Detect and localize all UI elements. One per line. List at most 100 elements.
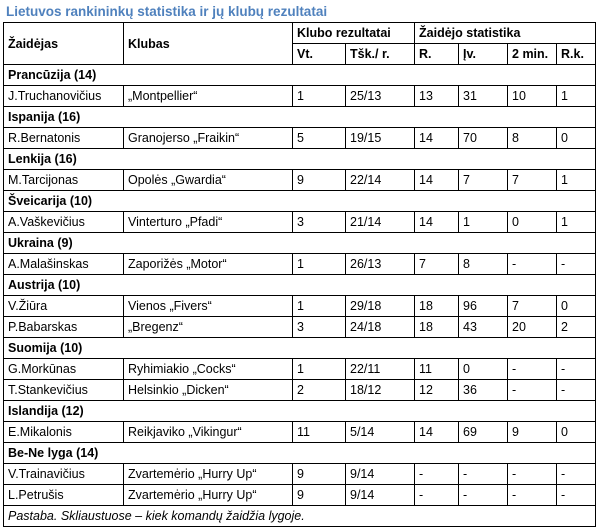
cell-red-cards: -: [556, 358, 597, 380]
cell-goals: 43: [458, 316, 509, 338]
cell-goals: 7: [458, 169, 509, 191]
table-row: A.Vaškevičius Vinterturo „Pfadi“ 3 21/14 14 1…: [3, 211, 597, 233]
cell-red-cards: 1: [556, 211, 597, 233]
table-row: V.Žiūra Vienos „Fivers“ 1 29/18 18 96 7 0: [3, 295, 597, 317]
table-row: E.Mikalonis Reikjaviko „Vikingur“ 11 5/14 14…: [3, 421, 597, 443]
cell-two-min: -: [507, 484, 558, 506]
cell-club: Granojerso „Fraikin“: [123, 127, 293, 149]
cell-club: Ryhimiakio „Cocks“: [123, 358, 293, 380]
header-row-sub: Vt. Tšk./ r. R. Įv. 2 min. R.k.: [4, 43, 597, 65]
cell-goals: -: [458, 463, 509, 485]
table-row: A.Malašinskas Zaporižės „Motor“ 1 26/13 7 8- -: [3, 253, 597, 275]
cell-games: 11: [414, 358, 460, 380]
cell-two-min: 10: [507, 85, 558, 107]
cell-points-games: 22/11: [344, 358, 416, 380]
cell-player: R.Bernatonis: [3, 127, 124, 149]
country-row: Islandija (12): [2, 400, 597, 422]
header-points-games: Tšk./ r.: [344, 43, 416, 65]
cell-place: 3: [292, 211, 346, 233]
cell-red-cards: -: [556, 484, 597, 506]
country-label: Šveicarija (10): [2, 190, 597, 212]
cell-red-cards: 2: [556, 316, 597, 338]
cell-two-min: 9: [507, 421, 558, 443]
table-row: V.Trainavičius Zvartemėrio „Hurry Up“ 9 9/1…: [3, 463, 597, 485]
cell-player: A.Vaškevičius: [3, 211, 124, 233]
cell-games: -: [414, 463, 460, 485]
cell-two-min: 20: [507, 316, 558, 338]
country-label: Islandija (12): [2, 400, 597, 422]
table-row: J.Truchanovičius „Montpellier“ 1 25/13 13 31 1…: [3, 85, 597, 107]
header-two-min: 2 min.: [507, 43, 558, 65]
country-row: Be-Ne lyga (14): [2, 442, 597, 464]
cell-games: 13: [414, 85, 460, 107]
cell-goals: 0: [458, 358, 509, 380]
cell-games: -: [414, 484, 460, 506]
cell-goals: 8: [458, 253, 509, 275]
cell-club: „Montpellier“: [123, 85, 293, 107]
header-club: Klubas: [123, 22, 293, 65]
cell-points-games: 5/14: [344, 421, 416, 443]
country-row: Lenkija (16): [2, 148, 597, 170]
cell-place: 9: [292, 484, 346, 506]
cell-red-cards: 0: [556, 127, 597, 149]
cell-place: 5: [292, 127, 346, 149]
table-row: L.Petrušis Zvartemėrio „Hurry Up“ 9 9/14- - -…: [3, 484, 597, 506]
header-row-top: Žaidėjas Klubas Klubo rezultatai Žaidėjo…: [3, 22, 597, 65]
cell-points-games: 25/13: [344, 85, 416, 107]
cell-two-min: -: [507, 379, 558, 401]
cell-two-min: -: [507, 253, 558, 275]
cell-points-games: 21/14: [344, 211, 416, 233]
cell-points-games: 9/14: [344, 463, 416, 485]
cell-games: 14: [414, 169, 460, 191]
note-row: Pastaba. Skliaustuose – kiek komandų žai…: [2, 505, 597, 527]
cell-games: 18: [414, 295, 460, 317]
country-row: Austrija (10): [2, 274, 597, 296]
country-row: Šveicarija (10): [2, 190, 597, 212]
cell-two-min: 7: [507, 169, 558, 191]
country-row: Ukraina (9): [2, 232, 597, 254]
table-row: G.Morkūnas Ryhimiakio „Cocks“ 1 22/11 11 0- -: [3, 358, 597, 380]
table-note: Pastaba. Skliaustuose – kiek komandų žai…: [2, 505, 597, 527]
cell-goals: 36: [458, 379, 509, 401]
table-row: M.Tarcijonas Opolės „Gwardia“ 9 22/14 14 7 7 1: [3, 169, 597, 191]
cell-points-games: 24/18: [344, 316, 416, 338]
cell-player: T.Stankevičius: [3, 379, 124, 401]
cell-games: 12: [414, 379, 460, 401]
cell-club: Zaporižės „Motor“: [123, 253, 293, 275]
cell-red-cards: -: [556, 463, 597, 485]
cell-place: 2: [292, 379, 346, 401]
cell-club: Zvartemėrio „Hurry Up“: [123, 484, 293, 506]
country-label: Prancūzija (14): [2, 64, 597, 86]
cell-two-min: 7: [507, 295, 558, 317]
cell-player: M.Tarcijonas: [3, 169, 124, 191]
country-label: Ukraina (9): [2, 232, 597, 254]
cell-goals: 69: [458, 421, 509, 443]
cell-player: L.Petrušis: [3, 484, 124, 506]
cell-club: Vienos „Fivers“: [123, 295, 293, 317]
cell-games: 14: [414, 421, 460, 443]
cell-points-games: 22/14: [344, 169, 416, 191]
table-caption: Lietuvos rankininkų statistika ir jų klu…: [6, 4, 328, 19]
cell-red-cards: 0: [556, 421, 597, 443]
cell-place: 11: [292, 421, 346, 443]
cell-goals: 96: [458, 295, 509, 317]
cell-goals: 70: [458, 127, 509, 149]
cell-place: 1: [292, 85, 346, 107]
header-place: Vt.: [292, 43, 346, 65]
header-player-stats: Žaidėjo statistika: [414, 22, 597, 44]
cell-games: 14: [414, 127, 460, 149]
cell-games: 14: [414, 211, 460, 233]
cell-place: 3: [292, 316, 346, 338]
country-label: Ispanija (16): [2, 106, 597, 128]
table-row: P.Babarskas „Bregenz“ 3 24/18 18 43 20 2: [3, 316, 597, 338]
country-row: Prancūzija (14): [2, 64, 597, 86]
country-label: Suomija (10): [2, 337, 597, 359]
cell-player: A.Malašinskas: [3, 253, 124, 275]
cell-player: E.Mikalonis: [3, 421, 124, 443]
cell-place: 1: [292, 295, 346, 317]
country-row: Suomija (10): [2, 337, 597, 359]
cell-player: G.Morkūnas: [3, 358, 124, 380]
header-club-results: Klubo rezultatai: [291, 22, 416, 44]
cell-player: V.Žiūra: [3, 295, 124, 317]
cell-games: 7: [414, 253, 460, 275]
